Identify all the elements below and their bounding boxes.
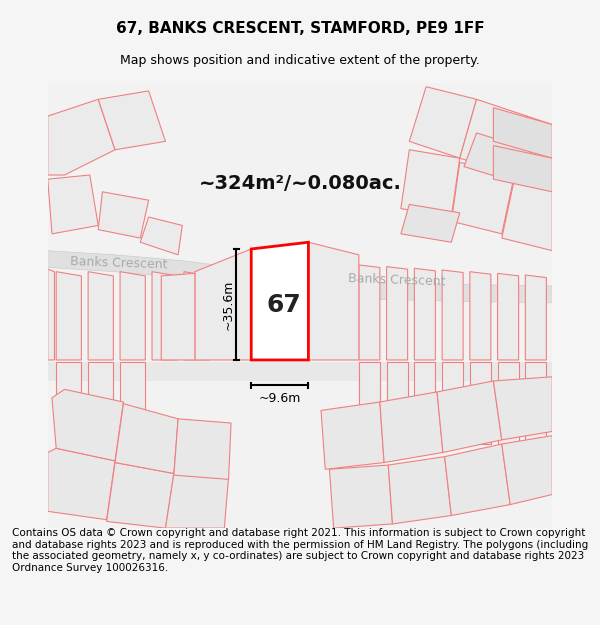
Polygon shape — [251, 242, 308, 360]
Polygon shape — [329, 465, 392, 528]
Polygon shape — [48, 448, 115, 520]
Polygon shape — [409, 87, 476, 158]
Polygon shape — [359, 265, 380, 360]
Polygon shape — [442, 270, 463, 360]
Polygon shape — [48, 175, 98, 234]
Polygon shape — [120, 272, 145, 360]
Text: 67, BANKS CRESCENT, STAMFORD, PE9 1FF: 67, BANKS CRESCENT, STAMFORD, PE9 1FF — [116, 21, 484, 36]
Polygon shape — [88, 272, 113, 360]
Polygon shape — [470, 272, 491, 360]
Text: ~324m²/~0.080ac.: ~324m²/~0.080ac. — [199, 174, 401, 193]
Polygon shape — [514, 116, 552, 188]
Polygon shape — [451, 162, 514, 234]
Polygon shape — [115, 404, 178, 474]
Polygon shape — [415, 268, 436, 360]
Polygon shape — [98, 91, 166, 150]
Polygon shape — [502, 179, 552, 251]
Polygon shape — [321, 402, 384, 469]
Text: Banks Crescent: Banks Crescent — [348, 272, 446, 288]
Polygon shape — [497, 273, 518, 360]
Polygon shape — [401, 204, 460, 242]
Polygon shape — [152, 272, 177, 360]
Polygon shape — [174, 419, 231, 479]
Polygon shape — [493, 377, 552, 440]
Polygon shape — [497, 362, 518, 444]
Polygon shape — [107, 462, 174, 528]
Polygon shape — [380, 392, 443, 462]
Text: ~35.6m: ~35.6m — [221, 279, 234, 329]
Polygon shape — [445, 444, 510, 516]
Text: ~9.6m: ~9.6m — [259, 392, 301, 405]
Polygon shape — [464, 133, 531, 183]
Polygon shape — [166, 474, 229, 528]
Polygon shape — [359, 362, 380, 444]
Polygon shape — [526, 275, 547, 360]
Polygon shape — [48, 269, 55, 360]
Polygon shape — [386, 362, 407, 444]
Polygon shape — [401, 150, 460, 217]
Polygon shape — [52, 389, 124, 461]
Polygon shape — [460, 99, 527, 175]
Text: Map shows position and indicative extent of the property.: Map shows position and indicative extent… — [120, 54, 480, 67]
Polygon shape — [140, 217, 182, 255]
Polygon shape — [184, 272, 209, 360]
Polygon shape — [415, 362, 436, 444]
Polygon shape — [493, 107, 552, 158]
Polygon shape — [526, 362, 547, 444]
Polygon shape — [437, 381, 502, 452]
Text: Contains OS data © Crown copyright and database right 2021. This information is : Contains OS data © Crown copyright and d… — [12, 528, 588, 573]
Polygon shape — [98, 192, 149, 238]
Polygon shape — [388, 457, 451, 524]
Polygon shape — [56, 272, 82, 360]
Polygon shape — [308, 242, 359, 360]
Bar — [48, 362, 552, 381]
Polygon shape — [386, 267, 407, 360]
Polygon shape — [493, 146, 552, 192]
Polygon shape — [161, 273, 195, 360]
Polygon shape — [470, 362, 491, 444]
Polygon shape — [195, 249, 251, 360]
Polygon shape — [502, 436, 552, 504]
Polygon shape — [48, 251, 552, 302]
Text: Banks Crescent: Banks Crescent — [70, 255, 168, 271]
Polygon shape — [88, 362, 113, 444]
Text: 67: 67 — [266, 293, 301, 318]
Polygon shape — [442, 362, 463, 444]
Polygon shape — [56, 362, 82, 444]
Polygon shape — [120, 362, 145, 444]
Polygon shape — [48, 99, 115, 175]
